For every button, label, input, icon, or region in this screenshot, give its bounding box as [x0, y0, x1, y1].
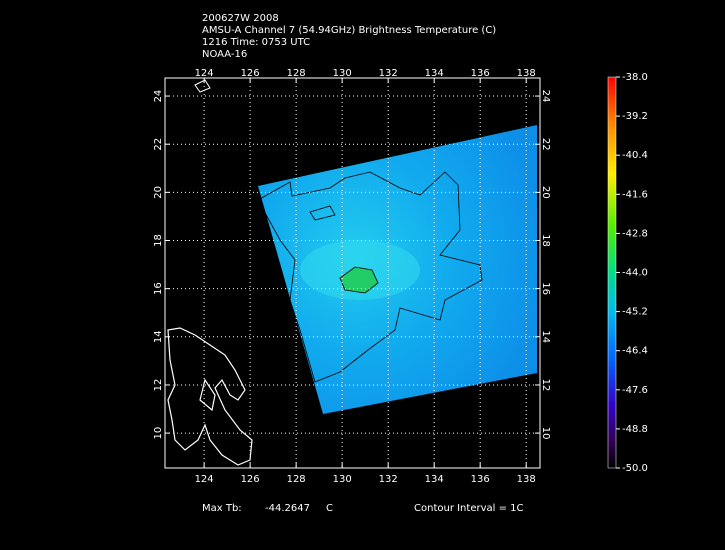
lon-label: 136 — [471, 68, 490, 79]
contour-interval: Contour Interval = 1C — [414, 503, 524, 514]
coastline — [167, 327, 253, 466]
lon-label: 128 — [287, 68, 306, 79]
lat-label: 12 — [153, 379, 164, 392]
title-line: 200627W 2008 — [202, 13, 279, 24]
colorbar-label: -40.4 — [622, 150, 648, 161]
max-unit: C — [326, 503, 333, 514]
contour — [309, 205, 336, 221]
coastline — [194, 79, 211, 93]
colorbar-label: -47.6 — [622, 385, 648, 396]
colorbar-label: -38.0 — [622, 72, 648, 83]
lon-label: 124 — [195, 68, 214, 79]
colorbar-label: -42.8 — [622, 228, 648, 239]
lat-label: 18 — [540, 234, 551, 247]
colorbar-label: -41.6 — [622, 189, 648, 200]
lat-label: 20 — [153, 186, 164, 199]
lat-label: 10 — [153, 427, 164, 440]
lat-label: 10 — [540, 427, 551, 440]
colorbar-label: -44.0 — [622, 268, 648, 279]
lat-label: 24 — [153, 90, 164, 103]
lon-label: 126 — [241, 474, 260, 485]
lon-label: 130 — [333, 68, 352, 79]
colorbar-label: -50.0 — [622, 463, 648, 474]
lat-label: 22 — [540, 138, 551, 151]
colorbar-label: -46.4 — [622, 346, 648, 357]
lon-label: 132 — [379, 474, 398, 485]
title-line: NOAA-16 — [202, 49, 247, 60]
lon-label: 134 — [425, 68, 444, 79]
lon-label: 134 — [425, 474, 444, 485]
max-value: -44.2647 — [265, 503, 310, 514]
lat-label: 18 — [153, 234, 164, 247]
lon-label: 130 — [333, 474, 352, 485]
lon-label: 132 — [379, 68, 398, 79]
lat-label: 22 — [153, 138, 164, 151]
lat-label: 14 — [540, 330, 551, 343]
title-line: AMSU-A Channel 7 (54.94GHz) Brightness T… — [202, 25, 496, 36]
lat-label: 20 — [540, 186, 551, 199]
title-line: 1216 Time: 0753 UTC — [202, 37, 310, 48]
lon-label: 136 — [471, 474, 490, 485]
colorbar-label: -45.2 — [622, 307, 648, 318]
colorbar — [607, 76, 617, 469]
lon-label: 126 — [241, 68, 260, 79]
lon-label: 138 — [517, 474, 536, 485]
colorbar-label: -48.8 — [622, 424, 648, 435]
lat-label: 24 — [540, 90, 551, 103]
contour — [339, 266, 379, 294]
lon-label: 124 — [195, 474, 214, 485]
lon-label: 138 — [517, 68, 536, 79]
contour — [257, 171, 483, 383]
lon-label: 128 — [287, 474, 306, 485]
lat-label: 16 — [153, 282, 164, 295]
lat-label: 12 — [540, 379, 551, 392]
max-label: Max Tb: — [202, 503, 242, 514]
lat-label: 16 — [540, 282, 551, 295]
lat-label: 14 — [153, 330, 164, 343]
colorbar-label: -39.2 — [622, 111, 648, 122]
